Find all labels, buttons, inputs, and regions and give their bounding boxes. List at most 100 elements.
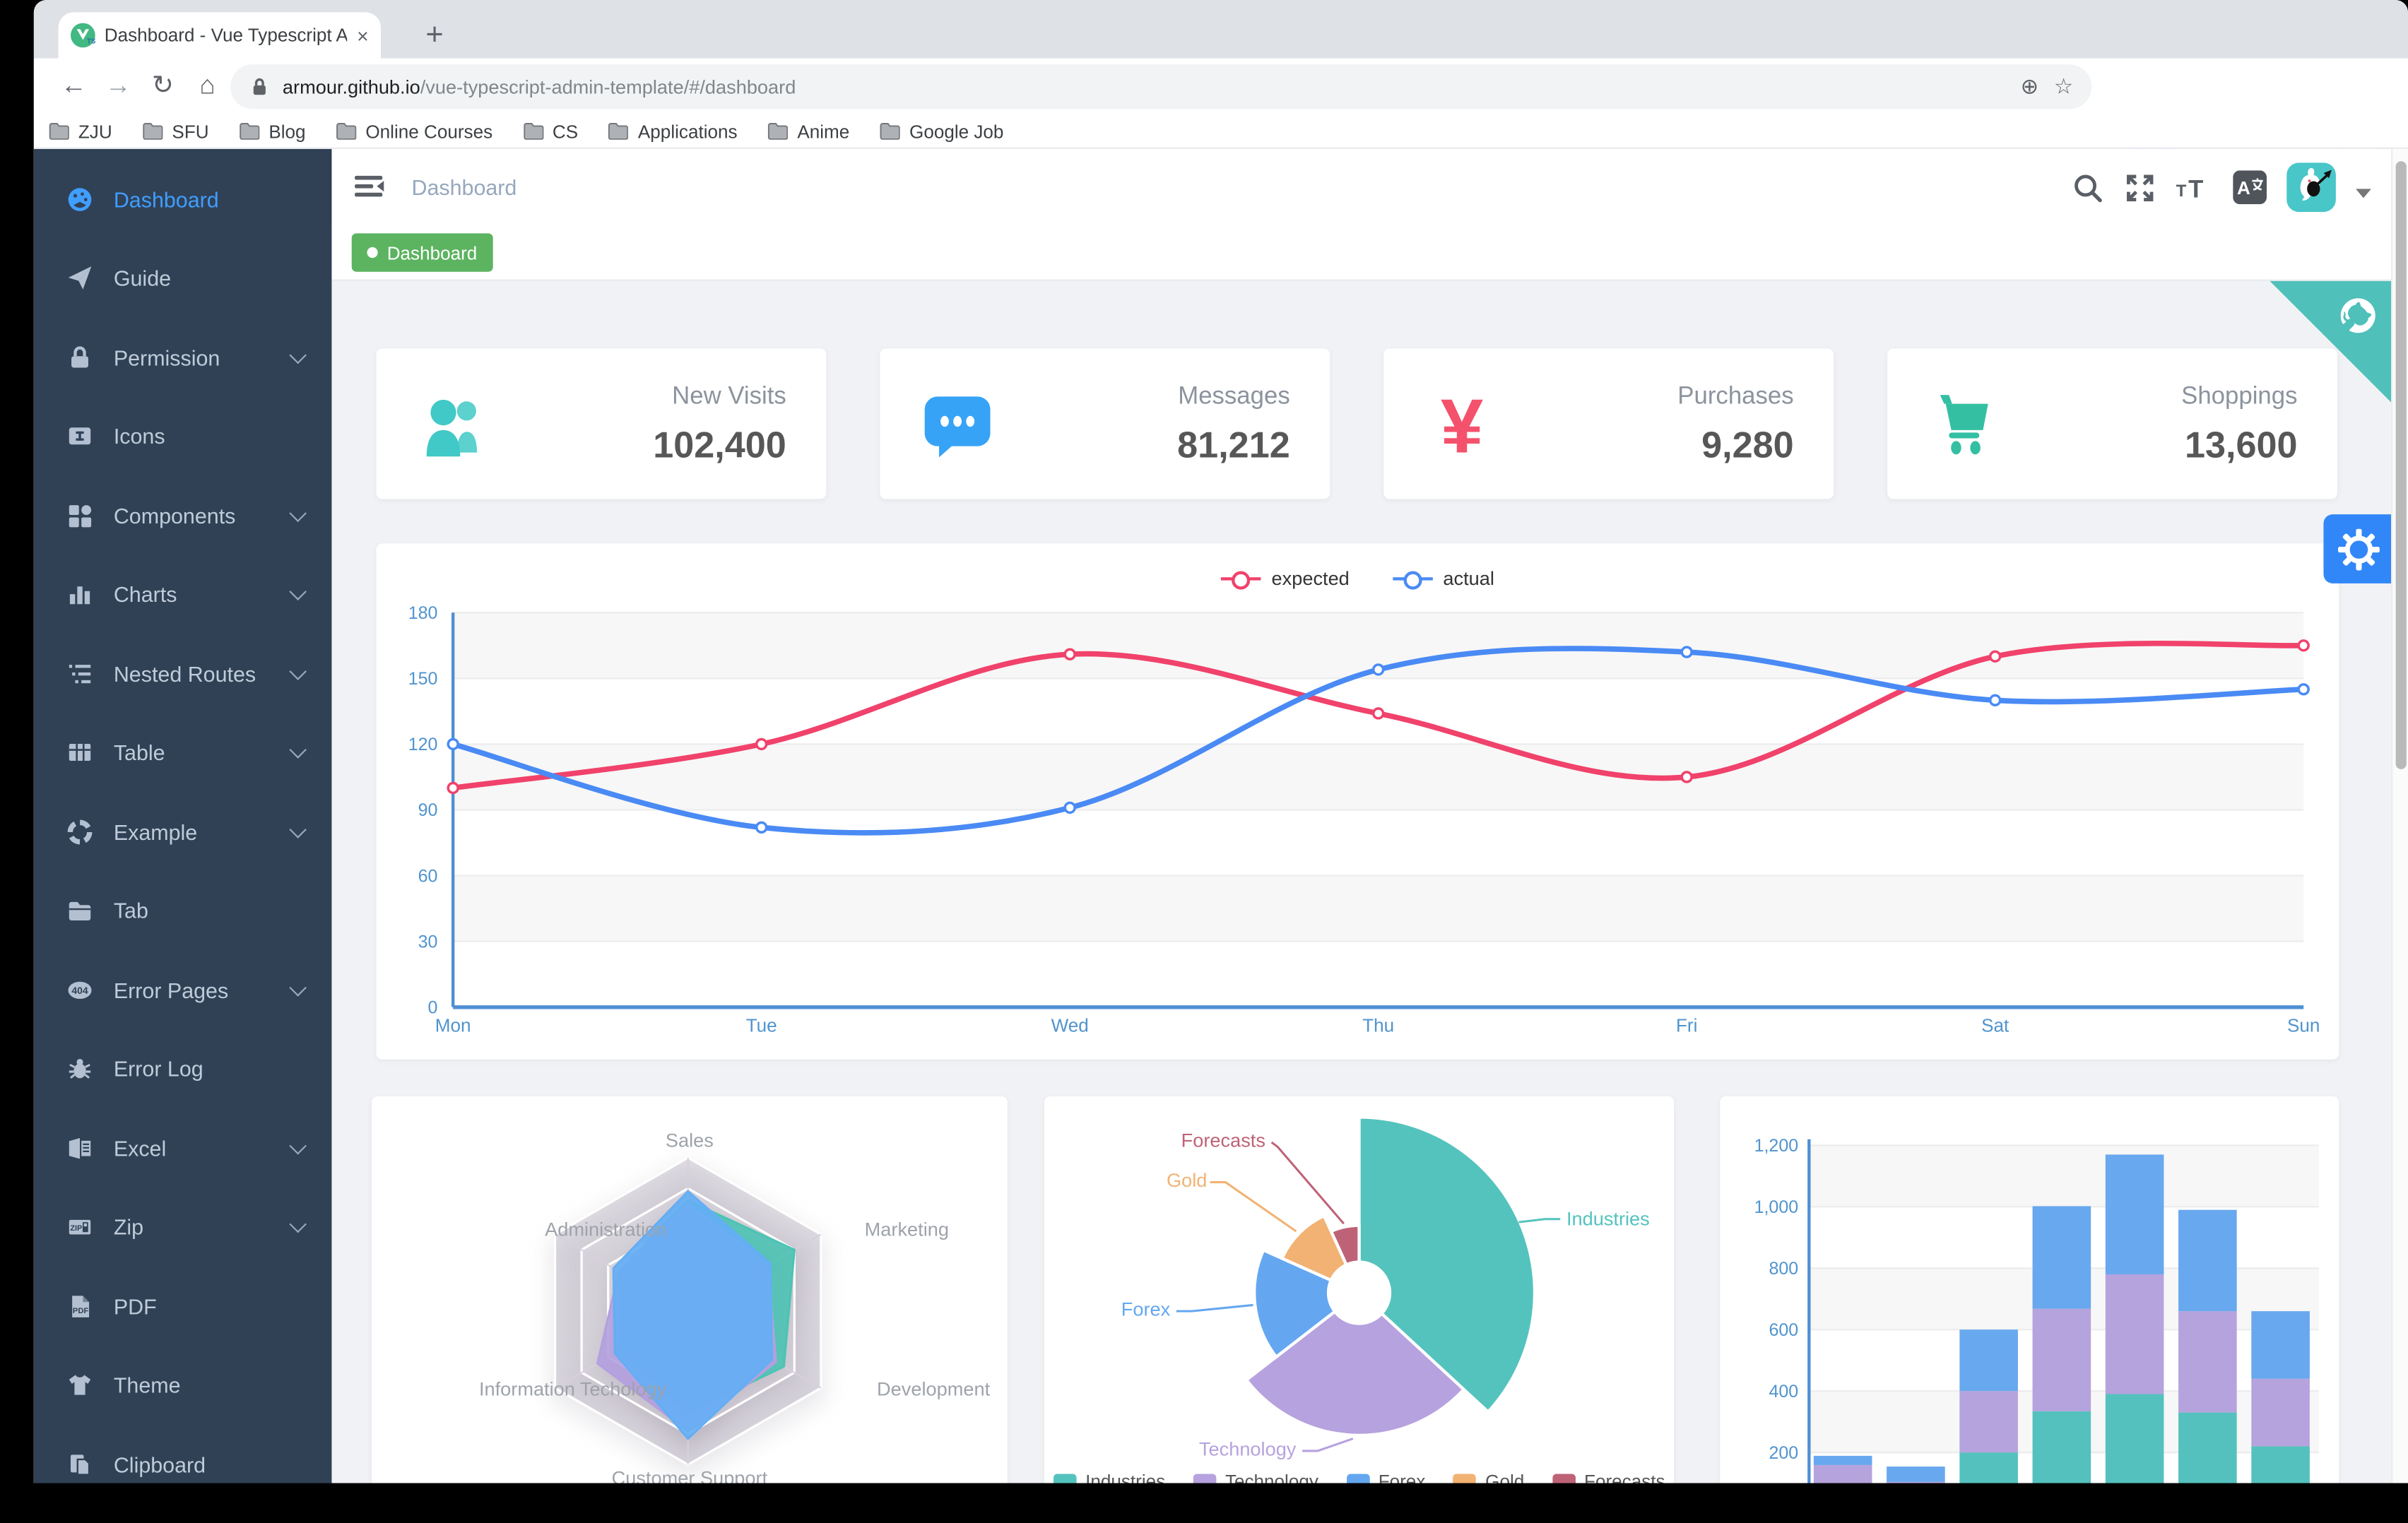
tag-label: Dashboard	[386, 242, 478, 263]
scrollbar-thumb[interactable]	[2395, 161, 2407, 769]
url-path: /vue-typescript-admin-template/#/dashboa…	[420, 76, 796, 98]
legend-label: Technology	[1224, 1471, 1318, 1483]
legend-marker	[1220, 571, 1261, 590]
sidebar-item-pdf[interactable]: PDF PDF	[34, 1267, 332, 1346]
user-avatar[interactable]	[2286, 162, 2336, 212]
chevron-down-icon	[289, 583, 307, 601]
sidebar-item-nested-routes[interactable]: Nested Routes	[34, 634, 332, 713]
legend-label: actual	[1443, 568, 1494, 590]
bookmark-item[interactable]: Anime	[768, 121, 849, 142]
home-button[interactable]: ⌂	[199, 70, 216, 100]
sidebar-item-error-pages[interactable]: 404 Error Pages	[34, 950, 332, 1029]
bookmark-label: SFU	[172, 120, 209, 143]
legend-label: Gold	[1485, 1471, 1525, 1483]
sidebar-item-guide[interactable]: Guide	[34, 239, 332, 318]
sidebar-item-table[interactable]: Table	[34, 713, 332, 793]
settings-button[interactable]	[2323, 514, 2393, 583]
tags-view-bar: Dashboard	[331, 225, 2408, 281]
legend-item-expected[interactable]: expected	[1220, 568, 1350, 590]
panel-card-title: New Visits	[672, 384, 786, 410]
icons-icon	[66, 422, 93, 450]
forward-button[interactable]: →	[105, 70, 131, 100]
y-tick-label: 1,000	[1754, 1197, 1799, 1217]
tag-dashboard[interactable]: Dashboard	[351, 233, 493, 272]
shopping-icon	[1928, 386, 2005, 463]
bookmark-item[interactable]: CS	[523, 121, 578, 142]
back-button[interactable]: ←	[60, 70, 87, 100]
pie-chart-card: Industries Technology Forex Gold Forecasts I…	[1044, 1096, 1675, 1483]
web-page: Dashboard Guide Permission Icons Components C…	[33, 148, 2408, 1483]
new-tab-button[interactable]: +	[425, 18, 444, 52]
bookmark-star-icon[interactable]: ☆	[2053, 73, 2074, 99]
browser-tab[interactable]: TS Dashboard - Vue Typescript Ad ×	[58, 12, 382, 59]
bookmark-item[interactable]: ZJU	[49, 121, 112, 142]
tab-close-icon[interactable]: ×	[357, 23, 369, 47]
panel-card-shoppings[interactable]: Shoppings 13,600	[1887, 348, 2338, 499]
sidebar-item-components[interactable]: Components	[34, 476, 332, 555]
bookmark-item[interactable]: Online Courses	[336, 121, 492, 142]
bookmark-label: Anime	[797, 120, 850, 143]
translate-icon[interactable]: A	[2233, 170, 2267, 205]
sidebar-item-label: Nested Routes	[113, 661, 256, 686]
pie-slice-label: Gold	[1166, 1170, 1208, 1192]
reload-button[interactable]: ↻	[151, 70, 174, 100]
y-tick-label: 800	[1769, 1259, 1798, 1279]
panel-card-messages[interactable]: Messages 81,212	[880, 348, 1330, 499]
hamburger-icon[interactable]	[353, 172, 384, 201]
charts-icon	[66, 581, 93, 608]
chevron-down-icon	[289, 741, 307, 759]
y-tick-label: 400	[1769, 1382, 1798, 1401]
chevron-down-icon[interactable]	[2356, 189, 2371, 198]
search-icon[interactable]	[2072, 171, 2104, 203]
bar-chart-card: 200 400 600 800 1,000 1,200	[1720, 1096, 2339, 1483]
pie-legend-item[interactable]: Technology	[1193, 1471, 1318, 1483]
sidebar-item-clipboard[interactable]: Clipboard	[34, 1425, 332, 1483]
folder-icon	[336, 122, 357, 140]
pie-legend-item[interactable]: Gold	[1453, 1471, 1525, 1483]
sidebar-item-label: Tab	[113, 899, 148, 923]
legend-swatch	[1193, 1474, 1216, 1483]
bookmark-item[interactable]: SFU	[143, 120, 209, 143]
pie-legend-item[interactable]: Industries	[1053, 1471, 1165, 1483]
example-icon	[66, 818, 93, 846]
sidebar-item-zip[interactable]: ZIP Zip	[34, 1187, 332, 1267]
sidebar-item-tab[interactable]: Tab	[34, 871, 332, 950]
page-scrollbar[interactable]	[2391, 148, 2408, 1483]
radar-chart-card: Sales Marketing Development Customer Suppor…	[371, 1096, 1008, 1483]
bookmark-item[interactable]: Blog	[240, 121, 306, 142]
line-chart-card: expected actual 0 30 60 90 120 150 180 Mon Tue Wed…	[376, 543, 2339, 1060]
sidebar-item-theme[interactable]: Theme	[34, 1346, 332, 1425]
svg-text:TS: TS	[87, 38, 95, 46]
panel-card-purchases[interactable]: ¥ Purchases 9,280	[1383, 348, 1834, 499]
sidebar-item-dashboard[interactable]: Dashboard	[34, 160, 332, 239]
address-bar[interactable]: armour.github.io/vue-typescript-admin-te…	[230, 64, 2092, 109]
sidebar-item-permission[interactable]: Permission	[34, 318, 332, 397]
line-chart: 0 30 60 90 120 150 180 Mon Tue Wed Thu Fri Sat Sun	[408, 603, 2320, 1036]
zip-icon: ZIP	[66, 1214, 93, 1241]
bookmark-label: ZJU	[78, 120, 112, 143]
sidebar-item-example[interactable]: Example	[34, 793, 332, 872]
fullscreen-icon[interactable]	[2124, 171, 2156, 203]
y-tick-label: 90	[418, 800, 438, 820]
bookmark-item[interactable]: Applications	[608, 121, 738, 142]
bookmark-item[interactable]: Google Job	[880, 121, 1003, 142]
legend-item-actual[interactable]: actual	[1392, 568, 1494, 590]
x-tick-label: Fri	[1676, 1015, 1697, 1036]
y-tick-label: 150	[408, 669, 438, 689]
panel-card-new-visits[interactable]: New Visits 102,400	[376, 348, 827, 499]
pie-legend-item[interactable]: Forecasts	[1552, 1471, 1665, 1483]
svg-text:404: 404	[71, 984, 88, 995]
radar-indicator-label: Sales	[665, 1130, 714, 1152]
pie-legend-item[interactable]: Forex	[1346, 1471, 1425, 1483]
y-tick-label: 600	[1769, 1320, 1798, 1340]
tab-title: Dashboard - Vue Typescript Ad	[104, 24, 348, 47]
sidebar-item-error-log[interactable]: Error Log	[34, 1029, 332, 1108]
zoom-plus-icon[interactable]: ⊕	[2020, 73, 2039, 99]
sidebar-item-icons[interactable]: Icons	[34, 397, 332, 476]
sidebar-item-charts[interactable]: Charts	[34, 555, 332, 634]
folder-icon	[49, 122, 69, 140]
sidebar-item-excel[interactable]: Excel	[34, 1108, 332, 1187]
